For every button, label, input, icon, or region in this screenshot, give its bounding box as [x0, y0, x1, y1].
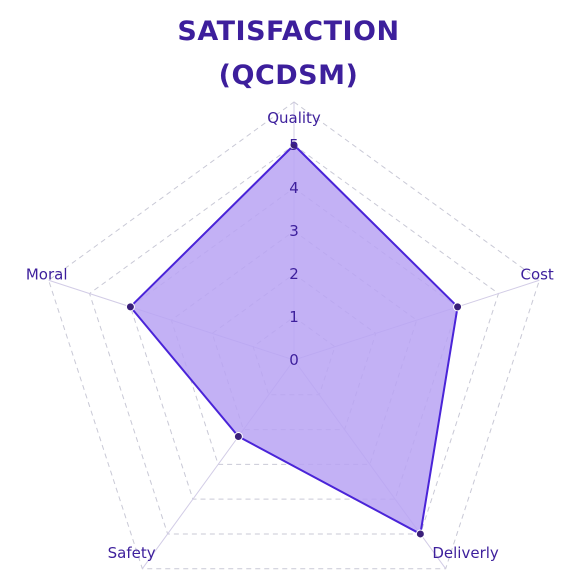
grid-ring-4: [129, 187, 459, 500]
tick-label-4: 4: [289, 179, 299, 197]
grid-ring-6: [48, 101, 540, 570]
chart-title-line-1: SATISFACTION: [177, 16, 400, 47]
axis-label-moral: Moral: [26, 266, 68, 284]
data-point-safety: [233, 432, 243, 442]
chart-title-line-2: (QCDSM): [218, 60, 359, 91]
axis-label-quality: Quality: [267, 109, 321, 127]
tick-label-2: 2: [289, 265, 299, 283]
series-layer: [125, 140, 463, 539]
series-area-1: [129, 144, 459, 535]
data-point-moral: [125, 302, 135, 312]
data-point-cost: [453, 302, 463, 312]
tick-label-1: 1: [289, 308, 299, 326]
axis-labels: Quality Cost Deliverly Safety Moral: [26, 109, 554, 562]
tick-label-3: 3: [289, 222, 299, 240]
tick-label-0: 0: [289, 351, 299, 369]
axis-label-deliverly: Deliverly: [432, 544, 499, 562]
tick-labels: 0 1 2 3 4 5: [289, 136, 299, 369]
grid-ring-5: [88, 144, 500, 535]
axis-label-cost: Cost: [520, 266, 553, 284]
data-point-deliverly: [415, 529, 425, 539]
tick-label-5: 5: [289, 136, 299, 154]
data-point-quality: [289, 140, 299, 150]
axis-label-safety: Safety: [108, 544, 156, 562]
